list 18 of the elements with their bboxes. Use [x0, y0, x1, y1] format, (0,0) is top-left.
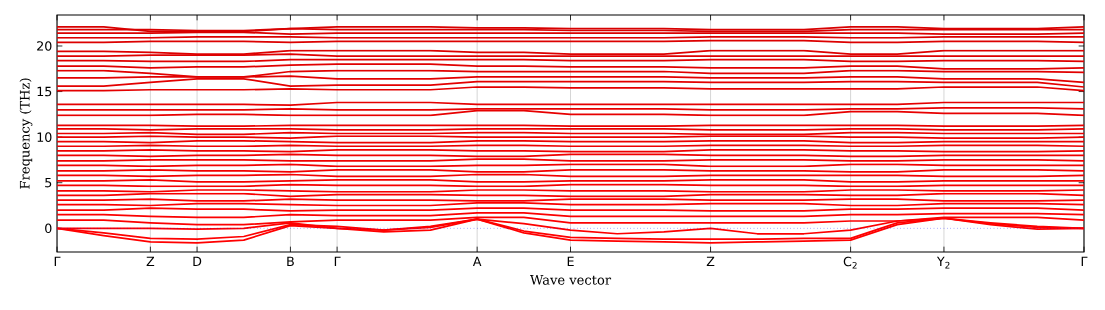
y-tick-label: 0	[45, 223, 52, 234]
x-tick-label: A	[472, 256, 482, 266]
y-tick-label: 5	[45, 178, 52, 188]
x-tick-label: E	[567, 256, 574, 266]
x-tick-label: Γ	[334, 256, 341, 266]
x-tick-label: C$_{2}$	[843, 256, 857, 269]
x-tick-label: D	[193, 256, 202, 266]
x-tick-label: Y$_{2}$	[936, 256, 950, 269]
x-axis-title: Wave vector	[530, 275, 612, 285]
x-tick-label: Z	[146, 256, 155, 266]
y-tick-label: 10	[37, 132, 52, 142]
y-tick-label: 20	[37, 41, 52, 51]
x-tick-label: Γ	[1081, 256, 1088, 266]
x-tick-label: Γ	[54, 256, 61, 266]
y-axis-title: Frequency (THz)	[19, 78, 33, 189]
x-tick-label: B	[287, 256, 294, 266]
y-tick-label: 15	[37, 86, 52, 97]
x-tick-label: Z	[706, 256, 715, 266]
